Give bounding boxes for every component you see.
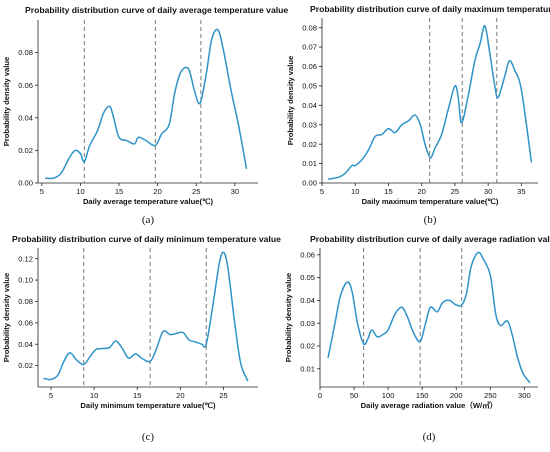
panel-caption: (d) [423,431,436,443]
x-tick-label: 250 [484,391,497,400]
y-tick-label: 0.06 [18,318,33,327]
x-tick-label: 15 [133,391,141,400]
x-tick-label: 100 [382,391,395,400]
chart-panel-1: Probability distribution curve of daily … [286,4,550,226]
density-curve [327,25,533,180]
x-tick-label: 25 [219,391,227,400]
y-tick-label: 0.03 [302,120,317,129]
panel-caption: (c) [142,431,155,443]
x-tick-label: 10 [90,391,98,400]
y-tick-label: 0.01 [300,364,315,373]
x-tick-label: 30 [231,187,239,196]
y-tick-label: 0.05 [302,82,317,91]
chart-title: Probability distribution curve of daily … [25,5,288,15]
chart-panel-2: Probability distribution curve of daily … [2,234,281,443]
y-tick-label: 0.00 [18,179,33,188]
y-axis-label: Probability density value [284,273,293,362]
chart-title: Probability distribution curve of daily … [12,234,281,244]
x-tick-label: 0 [318,391,322,400]
x-tick-label: 35 [517,187,525,196]
y-tick-label: 0.08 [18,297,33,306]
x-tick-label: 15 [384,187,392,196]
y-tick-label: 0.04 [300,296,315,305]
y-tick-label: 0.02 [302,140,317,149]
x-tick-label: 20 [153,187,161,196]
x-tick-label: 5 [49,391,53,400]
x-tick-label: 5 [40,187,44,196]
y-tick-label: 0.01 [302,159,317,168]
y-tick-label: 0.06 [302,62,317,71]
y-axis-label: Probability density value [2,57,11,146]
x-tick-label: 20 [176,391,184,400]
y-tick-label: 0.08 [302,23,317,32]
x-axis-label: Daily average temperature value(℃) [83,197,214,206]
y-tick-label: 0.02 [300,342,315,351]
x-tick-label: 150 [416,391,429,400]
y-tick-label: 0.02 [18,146,33,155]
density-curve [43,251,249,382]
y-tick-label: 0.03 [300,319,315,328]
x-tick-label: 10 [76,187,84,196]
density-curve [44,28,248,180]
y-tick-label: 0.08 [18,48,33,57]
panel-caption: (a) [142,214,155,226]
x-axis-label: Daily minimum temperature value(℃) [80,401,216,410]
chart-title: Probability distribution curve of daily … [310,4,550,14]
density-curve [327,251,531,384]
x-tick-label: 25 [451,187,459,196]
x-tick-label: 10 [351,187,359,196]
y-tick-label: 0.07 [302,43,317,52]
y-axis-label: Probability density value [286,56,295,145]
x-tick-label: 15 [115,187,123,196]
x-tick-label: 30 [484,187,492,196]
y-tick-label: 0.12 [18,254,33,263]
y-tick-label: 0.06 [18,81,33,90]
x-tick-label: 200 [450,391,463,400]
chart-title: Probability distribution curve of daily … [310,234,550,244]
x-axis-label: Daily maximum temperature value(℃) [362,197,499,206]
chart-panel-0: Probability distribution curve of daily … [2,5,288,226]
chart-panel-3: Probability distribution curve of daily … [284,234,550,443]
x-tick-label: 5 [320,187,324,196]
y-tick-label: 0.06 [300,250,315,259]
y-tick-label: 0.10 [18,276,33,285]
y-tick-label: 0.04 [18,340,33,349]
x-tick-label: 50 [350,391,358,400]
y-tick-label: 0.05 [300,273,315,282]
x-tick-label: 25 [192,187,200,196]
y-tick-label: 0.02 [18,361,33,370]
x-tick-label: 300 [518,391,531,400]
x-tick-label: 20 [417,187,425,196]
panel-caption: (b) [424,214,437,226]
y-tick-label: 0.04 [18,113,33,122]
x-axis-label: Daily average radiation value（W/㎡） [361,400,498,410]
y-tick-label: 0.00 [302,179,317,188]
y-axis-label: Probability density value [2,273,11,362]
y-tick-label: 0.04 [302,101,317,110]
